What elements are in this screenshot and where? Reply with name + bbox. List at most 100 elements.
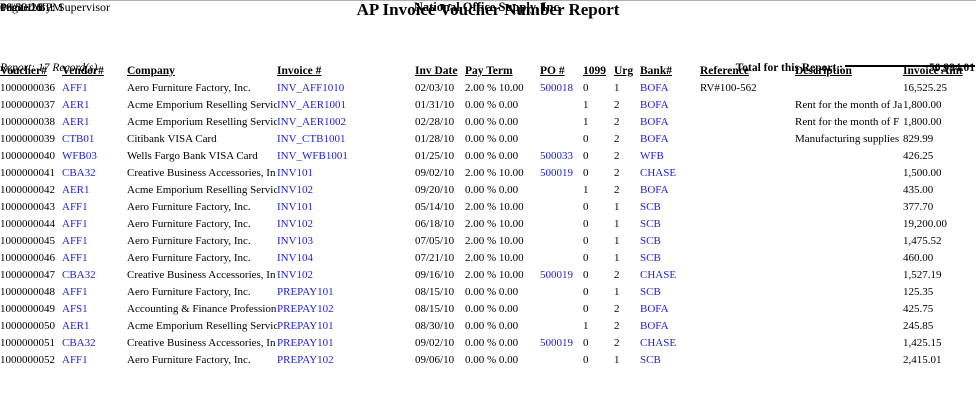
table-row: 1000000043 AFF1 Aero Furniture Factory, In… [0, 198, 976, 215]
cell-reference [700, 164, 795, 181]
cell-invoice[interactable]: INV103 [277, 234, 314, 247]
cell-vendor[interactable]: AER1 [62, 183, 90, 196]
column-header-vendor: Vendor# [62, 64, 104, 77]
cell-reference [700, 130, 795, 147]
cell-t1099: 0 [583, 336, 589, 349]
cell-vendor[interactable]: WFB03 [62, 149, 97, 162]
cell-urg: 2 [614, 132, 620, 145]
cell-vendor[interactable]: CBA32 [62, 268, 96, 281]
cell-company: Creative Business Accessories, In [127, 166, 276, 179]
cell-bank[interactable]: CHASE [640, 336, 677, 349]
cell-invoice[interactable]: PREPAY102 [277, 353, 334, 366]
cell-vendor[interactable]: AFF1 [62, 217, 88, 230]
cell-invoice[interactable]: INV102 [277, 183, 314, 196]
column-header-inv-date: Inv Date [415, 64, 458, 77]
cell-invoice[interactable]: INV101 [277, 200, 314, 213]
total-amount: 50,994.01 [929, 62, 975, 74]
cell-invoice[interactable]: INV_WFB1001 [277, 149, 348, 162]
cell-bank[interactable]: WFB [640, 149, 664, 162]
cell-bank[interactable]: SCB [640, 353, 661, 366]
cell-amount: 1,800.00 [903, 98, 942, 111]
cell-reference [700, 317, 795, 334]
cell-voucher: 1000000051 [0, 336, 55, 349]
cell-bank[interactable]: BOFA [640, 81, 669, 94]
cell-po [540, 130, 583, 147]
cell-t1099: 0 [583, 166, 589, 179]
cell-vendor[interactable]: AER1 [62, 319, 90, 332]
cell-bank[interactable]: SCB [640, 251, 661, 264]
cell-description [795, 266, 903, 283]
cell-vendor[interactable]: CBA32 [62, 336, 96, 349]
cell-invoice[interactable]: PREPAY101 [277, 319, 334, 332]
cell-po[interactable]: 500019 [540, 268, 573, 281]
cell-invoice[interactable]: INV102 [277, 268, 314, 281]
cell-urg: 2 [614, 319, 620, 332]
cell-vendor[interactable]: CTB01 [62, 132, 95, 145]
cell-vendor[interactable]: AER1 [62, 115, 90, 128]
cell-bank[interactable]: BOFA [640, 98, 669, 111]
cell-invoice[interactable]: INV_CTB1001 [277, 132, 346, 145]
table-header-row: Voucher# Vendor# Company Invoice # Inv D… [0, 62, 976, 79]
cell-invoice[interactable]: INV_AER1002 [277, 115, 347, 128]
column-header-voucher: Voucher# [0, 64, 47, 77]
cell-po[interactable]: 500018 [540, 81, 573, 94]
cell-amount: 245.85 [903, 319, 934, 332]
cell-invoice[interactable]: INV_AFF1010 [277, 81, 345, 94]
cell-invoice[interactable]: INV_AER1001 [277, 98, 347, 111]
cell-vendor[interactable]: AFF1 [62, 285, 88, 298]
cell-bank[interactable]: SCB [640, 285, 661, 298]
cell-voucher: 1000000052 [0, 353, 55, 366]
cell-urg: 1 [614, 285, 620, 298]
cell-voucher: 1000000036 [0, 81, 55, 94]
cell-vendor[interactable]: AFF1 [62, 353, 88, 366]
cell-bank[interactable]: CHASE [640, 166, 677, 179]
cell-bank[interactable]: SCB [640, 234, 661, 247]
cell-po [540, 283, 583, 300]
print-date: 10/30/10 [0, 0, 43, 14]
cell-inv-date: 09/02/10 [415, 166, 455, 179]
total-label: Total for this Report : [735, 62, 843, 74]
cell-vendor[interactable]: AFF1 [62, 81, 88, 94]
table-row: 1000000045 AFF1 Aero Furniture Factory, In… [0, 232, 976, 249]
cell-po[interactable]: 500033 [540, 149, 573, 162]
cell-po[interactable]: 500019 [540, 166, 573, 179]
cell-invoice[interactable]: PREPAY101 [277, 336, 334, 349]
cell-invoice[interactable]: PREPAY102 [277, 302, 334, 315]
cell-po [540, 249, 583, 266]
cell-reference [700, 147, 795, 164]
cell-bank[interactable]: CHASE [640, 268, 677, 281]
cell-invoice[interactable]: INV104 [277, 251, 314, 264]
cell-bank[interactable]: SCB [640, 200, 661, 213]
cell-voucher: 1000000044 [0, 217, 55, 230]
cell-company: Aero Furniture Factory, Inc. [127, 234, 251, 247]
cell-invoice[interactable]: INV101 [277, 166, 314, 179]
cell-amount: 125.35 [903, 285, 934, 298]
cell-description [795, 317, 903, 334]
cell-vendor[interactable]: AER1 [62, 98, 90, 111]
cell-pay-term: 0.00 % 0.00 [465, 98, 519, 111]
column-header-urg: Urg [614, 64, 634, 77]
cell-po [540, 351, 583, 368]
cell-vendor[interactable]: AFF1 [62, 200, 88, 213]
cell-vendor[interactable]: AFF1 [62, 251, 88, 264]
cell-bank[interactable]: BOFA [640, 115, 669, 128]
cell-bank[interactable]: BOFA [640, 183, 669, 196]
cell-urg: 2 [614, 115, 620, 128]
cell-vendor[interactable]: AFS1 [62, 302, 88, 315]
cell-bank[interactable]: BOFA [640, 319, 669, 332]
cell-vendor[interactable]: AFF1 [62, 234, 88, 247]
cell-invoice[interactable]: PREPAY101 [277, 285, 334, 298]
cell-vendor[interactable]: CBA32 [62, 166, 96, 179]
cell-reference [700, 96, 795, 113]
cell-inv-date: 01/31/10 [415, 98, 455, 111]
cell-bank[interactable]: BOFA [640, 132, 669, 145]
invoice-table: Voucher# Vendor# Company Invoice # Inv D… [0, 62, 976, 368]
cell-bank[interactable]: SCB [640, 217, 661, 230]
cell-voucher: 1000000043 [0, 200, 55, 213]
cell-voucher: 1000000047 [0, 268, 55, 281]
cell-bank[interactable]: BOFA [640, 302, 669, 315]
cell-po[interactable]: 500019 [540, 336, 573, 349]
cell-invoice[interactable]: INV102 [277, 217, 314, 230]
cell-t1099: 0 [583, 149, 589, 162]
cell-description [795, 181, 903, 198]
